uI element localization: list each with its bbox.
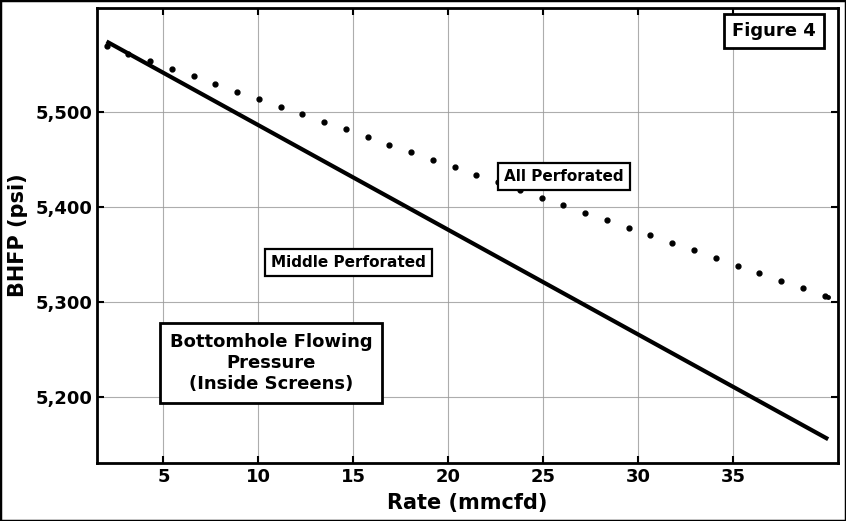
Y-axis label: BHFP (psi): BHFP (psi) — [8, 174, 28, 297]
Text: Bottomhole Flowing
Pressure
(Inside Screens): Bottomhole Flowing Pressure (Inside Scre… — [170, 333, 372, 393]
X-axis label: Rate (mmcfd): Rate (mmcfd) — [387, 493, 547, 513]
Text: All Perforated: All Perforated — [504, 169, 624, 184]
Text: Middle Perforated: Middle Perforated — [272, 255, 426, 270]
Text: Figure 4: Figure 4 — [732, 22, 816, 40]
